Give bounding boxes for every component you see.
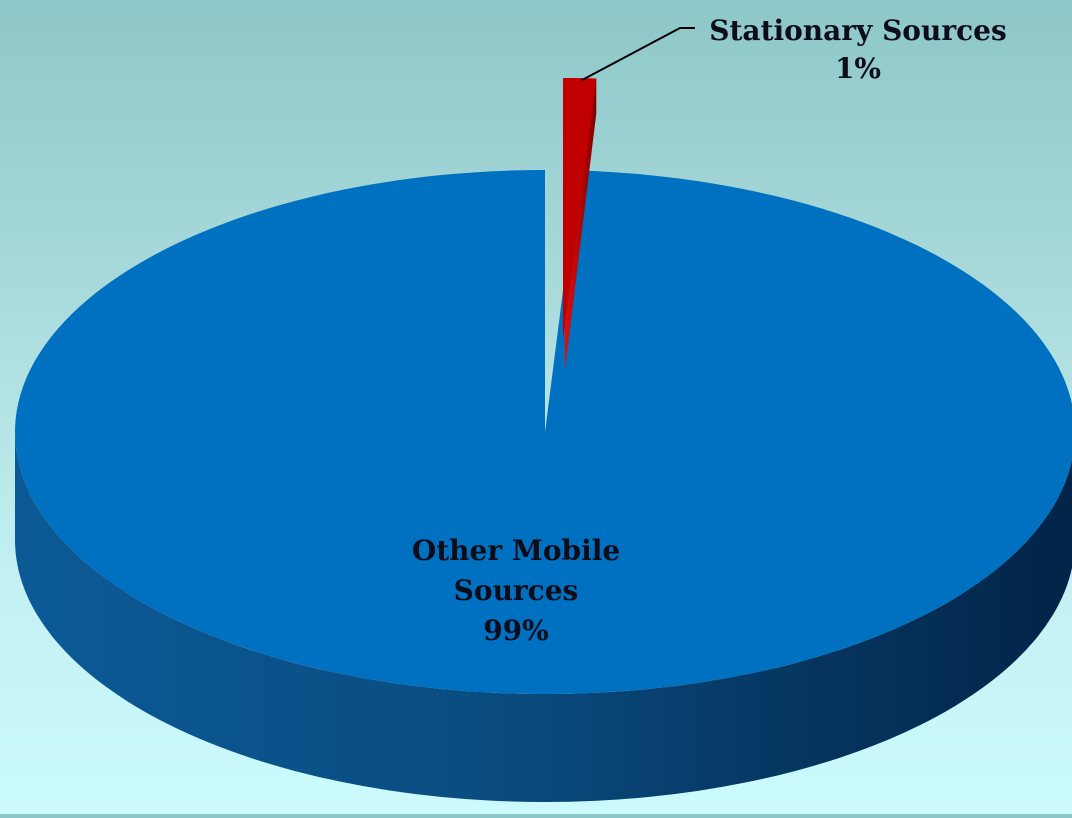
stationary-sources-percent: 1% (835, 52, 881, 85)
pie-slice-side (15, 432, 1072, 802)
other-mobile-percent: 99% (483, 614, 549, 647)
other-mobile-label-line1: Other Mobile (412, 534, 620, 567)
stationary-sources-label: Stationary Sources (709, 14, 1006, 47)
other-mobile-label-line2: Sources (454, 574, 579, 607)
pie-slice-other-mobile-sources (15, 170, 1072, 694)
pie-slice-stationary-sources (563, 78, 597, 340)
stationary-sources-leader-line (581, 27, 695, 82)
